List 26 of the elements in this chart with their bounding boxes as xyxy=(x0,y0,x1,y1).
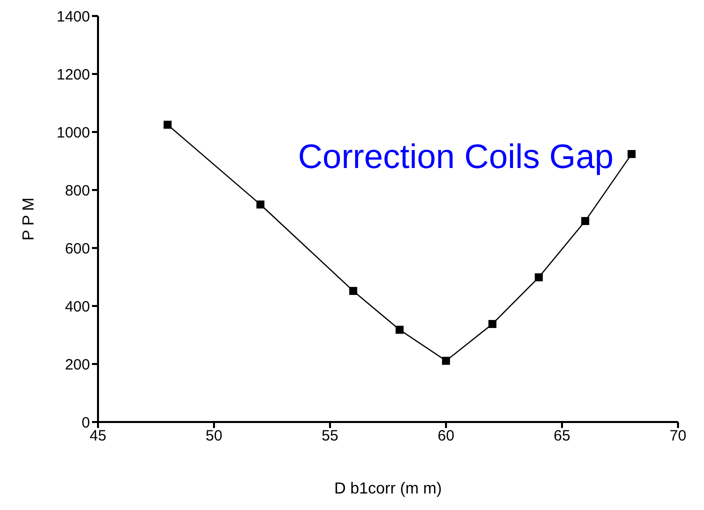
x-tick-label: 65 xyxy=(554,428,570,445)
y-tick-label: 600 xyxy=(64,240,90,258)
y-tick-label: 400 xyxy=(64,298,90,316)
point xyxy=(164,120,172,129)
point xyxy=(256,200,264,208)
point xyxy=(442,356,450,365)
y-tick-label: 200 xyxy=(64,356,90,374)
y-tick-label: 800 xyxy=(64,182,90,200)
point xyxy=(628,150,636,158)
point xyxy=(534,273,543,282)
point xyxy=(488,320,496,328)
point xyxy=(396,326,404,334)
x-tick-label: 50 xyxy=(206,428,222,445)
x-tick-label: 70 xyxy=(670,428,686,445)
point xyxy=(581,217,590,226)
x-tick-label: 60 xyxy=(438,428,454,445)
point xyxy=(349,286,358,295)
y-tick-label: 1000 xyxy=(56,124,90,142)
x-tick-label: 45 xyxy=(90,428,106,445)
annotation: Correction Coils Gap xyxy=(298,138,614,177)
x-axis-title: D b1corr (m m) xyxy=(334,480,442,498)
y-tick-label: 1200 xyxy=(56,66,90,84)
y-tick-label: 0 xyxy=(82,414,90,432)
x-tick-label: 55 xyxy=(322,428,338,445)
y-tick-label: 1400 xyxy=(56,8,90,26)
y-axis-title: P P M xyxy=(20,198,38,240)
